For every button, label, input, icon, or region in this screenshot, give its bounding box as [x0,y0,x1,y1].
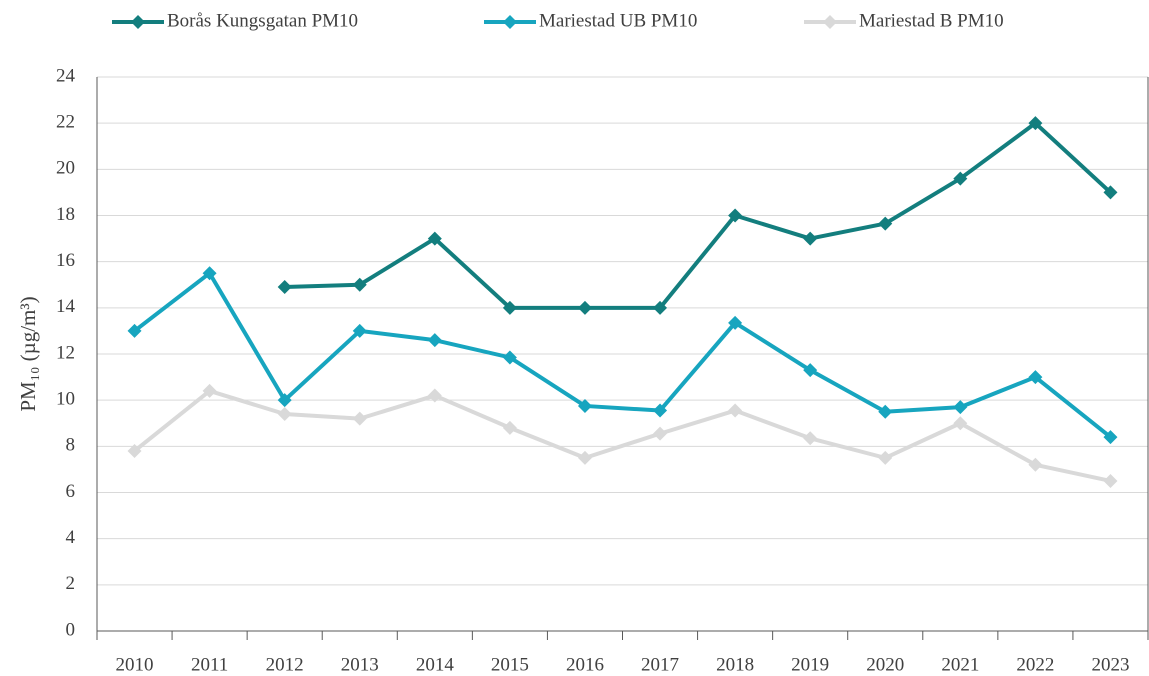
marker [728,315,743,330]
y-tick-label: 24 [56,65,76,86]
x-tick-label: 2012 [266,654,304,675]
marker [653,403,668,418]
y-tick-label: 20 [56,158,75,179]
x-tick-label: 2011 [191,654,228,675]
marker [427,333,442,348]
legend-label: Mariestad UB PM10 [539,10,697,31]
y-tick-label: 6 [66,481,76,502]
marker [502,300,517,315]
marker [352,277,367,292]
x-tick-label: 2014 [416,654,455,675]
marker [878,216,893,231]
x-tick-label: 2018 [716,654,754,675]
marker [352,323,367,338]
marker [1103,430,1118,445]
x-tick-label: 2022 [1016,654,1054,675]
legend-label: Borås Kungsgatan PM10 [167,10,358,31]
marker [427,231,442,246]
y-tick-label: 18 [56,204,75,225]
x-tick-label: 2013 [341,654,379,675]
marker [953,416,968,431]
x-tick-label: 2020 [866,654,904,675]
legend-label: Mariestad B PM10 [859,10,1004,31]
marker [1103,473,1118,488]
marker [202,266,217,281]
marker [878,404,893,419]
legend-marker [503,15,517,29]
series-line [284,121,1112,310]
marker [277,280,292,295]
marker [577,450,592,465]
marker [1028,116,1043,131]
marker [803,231,818,246]
marker [803,363,818,378]
x-tick-label: 2021 [941,654,979,675]
y-tick-label: 16 [56,250,75,271]
y-tick-label: 12 [56,342,75,363]
x-tick-label: 2017 [641,654,679,675]
series-line [133,388,1111,483]
marker [502,350,517,365]
marker [653,426,668,441]
marker [653,300,668,315]
marker [127,443,142,458]
marker [577,398,592,413]
legend-marker [823,15,837,29]
y-tick-label: 22 [56,112,75,133]
marker [728,403,743,418]
marker [502,420,517,435]
marker [878,450,893,465]
y-tick-label: 4 [66,527,76,548]
x-tick-label: 2015 [491,654,529,675]
x-tick-label: 2016 [566,654,604,675]
marker [1028,457,1043,472]
y-tick-label: 14 [56,296,76,317]
marker [202,383,217,398]
marker [352,411,367,426]
marker [728,208,743,223]
marker [1103,185,1118,200]
series-line [133,271,1112,439]
marker [803,431,818,446]
marker [127,323,142,338]
marker [427,388,442,403]
y-tick-label: 8 [66,435,76,456]
x-tick-label: 2010 [116,654,154,675]
legend-marker [131,15,145,29]
y-tick-label: 0 [66,619,76,640]
marker [1028,370,1043,385]
marker [953,171,968,186]
marker [277,393,292,408]
marker [577,300,592,315]
y-axis-label: PM₁₀ (µg/m³) [16,296,40,411]
marker [277,407,292,422]
y-tick-label: 2 [66,573,76,594]
x-tick-label: 2019 [791,654,829,675]
marker [953,400,968,415]
y-tick-label: 10 [56,389,75,410]
x-tick-label: 2023 [1091,654,1129,675]
